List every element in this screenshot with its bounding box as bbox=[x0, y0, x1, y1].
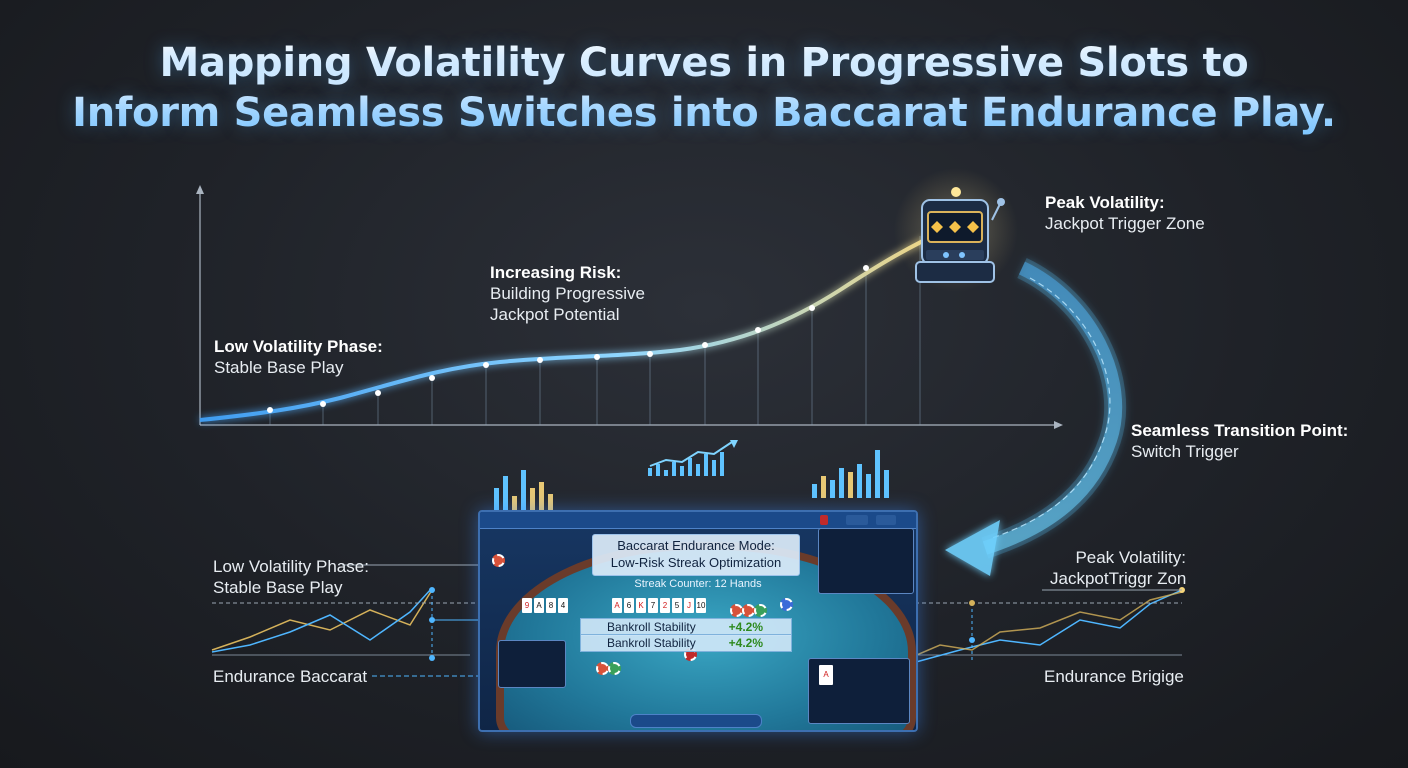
peak-subtitle: Jackpot Trigger Zone bbox=[1045, 214, 1205, 233]
transition-title: Seamless Transition Point: bbox=[1131, 421, 1349, 440]
stability-label: Bankroll Stability bbox=[607, 636, 696, 650]
peak-title: Peak Volatility: bbox=[1045, 193, 1165, 212]
bet-chip[interactable] bbox=[608, 662, 621, 675]
banker-card: 6 bbox=[624, 598, 634, 613]
drop-lines bbox=[269, 236, 921, 425]
stability-value: +4.2% bbox=[728, 620, 763, 634]
lower-right-title: Peak Volatility: bbox=[1075, 548, 1186, 567]
label-increasing-risk: Increasing Risk: Building Progressive Ja… bbox=[490, 262, 645, 325]
increasing-line2: Building Progressive bbox=[490, 284, 645, 303]
slot-machine-icon bbox=[894, 168, 1018, 292]
x-axis-arrow bbox=[1054, 421, 1063, 429]
label-peak-volatility: Peak Volatility: Jackpot Trigger Zone bbox=[1045, 192, 1205, 234]
transition-subtitle: Switch Trigger bbox=[1131, 442, 1239, 461]
label-low-volatility: Low Volatility Phase: Stable Base Play bbox=[214, 336, 383, 378]
y-axis-arrow bbox=[196, 185, 204, 194]
increasing-line3: Jackpot Potential bbox=[490, 305, 620, 324]
banker-card: K bbox=[636, 598, 646, 613]
stability-label: Bankroll Stability bbox=[607, 620, 696, 634]
bet-chip[interactable] bbox=[492, 554, 505, 567]
panel-top-bar bbox=[480, 512, 916, 529]
banker-card: 7 bbox=[648, 598, 658, 613]
mini-trend-chart-icon bbox=[648, 440, 738, 476]
player-card: 4 bbox=[558, 598, 568, 613]
bet-chip[interactable] bbox=[754, 604, 767, 617]
mini-bar-chart-right-icon bbox=[812, 450, 889, 498]
lower-right-chart bbox=[880, 587, 1185, 666]
lower-left-title: Low Volatility Phase: bbox=[213, 557, 369, 576]
stability-value: +4.2% bbox=[728, 636, 763, 650]
player-card: 9 bbox=[522, 598, 532, 613]
stats-box-top-right bbox=[818, 528, 914, 594]
bet-chip[interactable] bbox=[780, 598, 793, 611]
mode-line-2: Low-Risk Streak Optimization bbox=[610, 555, 782, 570]
stability-bar-secondary: Bankroll Stability +4.2% bbox=[580, 634, 792, 652]
curve-points bbox=[267, 265, 869, 413]
banker-card: A bbox=[612, 598, 622, 613]
stats-box-left bbox=[498, 640, 566, 688]
label-endurance-baccarat: Endurance Baccarat bbox=[213, 667, 368, 686]
stability-bar: Bankroll Stability +4.2% bbox=[580, 618, 792, 636]
transition-arrow-icon bbox=[945, 258, 1127, 576]
player-card: A bbox=[534, 598, 544, 613]
banker-card: J bbox=[684, 598, 694, 613]
info-card: A bbox=[819, 665, 833, 685]
label-lower-right-peak: Peak Volatility: JackpotTriggr Zon bbox=[1050, 547, 1186, 589]
mini-bar-chart-icon bbox=[494, 470, 553, 510]
low-phase-title: Low Volatility Phase: bbox=[214, 337, 383, 356]
streak-counter: Streak Counter: 12 Hands bbox=[634, 578, 762, 590]
banker-card: 5 bbox=[672, 598, 682, 613]
low-phase-subtitle: Stable Base Play bbox=[214, 358, 344, 377]
title-line-1: Mapping Volatility Curves in Progressive… bbox=[159, 40, 1249, 86]
mode-box: Baccarat Endurance Mode: Low-Risk Streak… bbox=[592, 534, 800, 576]
label-endurance-bridge: Endurance Brigige bbox=[1044, 667, 1184, 686]
panel-bottom-bar[interactable] bbox=[630, 714, 762, 728]
banker-card: 10 bbox=[696, 598, 706, 613]
increasing-title: Increasing Risk: bbox=[490, 263, 622, 282]
page-title: Mapping Volatility Curves in Progressive… bbox=[0, 38, 1408, 138]
label-lower-left-phase: Low Volatility Phase: Stable Base Play bbox=[213, 556, 369, 598]
mode-line-1: Baccarat Endurance Mode: bbox=[617, 538, 775, 553]
title-line-2: Inform Seamless Switches into Baccarat E… bbox=[72, 90, 1336, 136]
panel-alert-button[interactable] bbox=[820, 515, 828, 525]
stats-box-bottom-right: A bbox=[808, 658, 910, 724]
panel-settings-button[interactable] bbox=[876, 515, 896, 525]
banker-card: 2 bbox=[660, 598, 670, 613]
player-card: 8 bbox=[546, 598, 556, 613]
label-transition-point: Seamless Transition Point: Switch Trigge… bbox=[1131, 420, 1348, 462]
panel-menu-button[interactable] bbox=[846, 515, 868, 525]
lower-left-subtitle: Stable Base Play bbox=[213, 578, 343, 597]
lower-right-subtitle: JackpotTriggr Zon bbox=[1050, 569, 1187, 588]
baccarat-panel: Baccarat Endurance Mode: Low-Risk Streak… bbox=[478, 510, 918, 732]
